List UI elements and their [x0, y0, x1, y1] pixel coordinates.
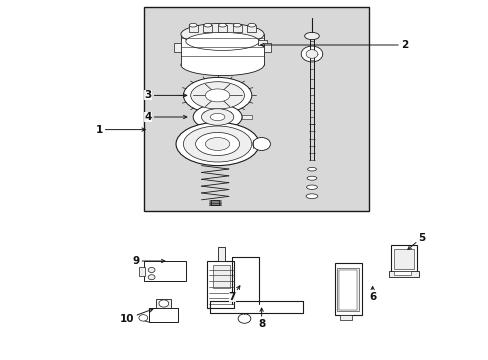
Bar [242, 115, 251, 119]
Text: 3: 3 [144, 90, 186, 100]
Ellipse shape [252, 138, 270, 150]
Bar [247, 25, 256, 32]
Ellipse shape [183, 77, 251, 113]
Ellipse shape [205, 89, 229, 102]
Text: 5: 5 [407, 233, 425, 249]
Bar [337, 268, 359, 311]
Bar [144, 7, 368, 211]
Ellipse shape [193, 104, 242, 130]
Bar [203, 25, 212, 32]
Bar [217, 247, 225, 261]
Ellipse shape [238, 314, 250, 323]
Bar [211, 200, 219, 205]
Bar [232, 25, 241, 32]
Ellipse shape [307, 167, 316, 171]
Ellipse shape [304, 32, 319, 40]
Bar [218, 25, 226, 32]
Ellipse shape [183, 126, 251, 162]
Bar [257, 40, 267, 45]
Bar [212, 265, 230, 288]
Ellipse shape [159, 300, 168, 307]
Bar [206, 261, 233, 308]
Ellipse shape [305, 50, 317, 58]
Ellipse shape [306, 176, 316, 180]
Bar [393, 271, 410, 275]
Ellipse shape [185, 32, 259, 50]
Bar [144, 261, 185, 281]
Text: 4: 4 [144, 112, 186, 122]
Ellipse shape [181, 54, 264, 76]
Text: 6: 6 [368, 287, 375, 302]
Ellipse shape [181, 23, 264, 45]
Ellipse shape [305, 194, 317, 199]
Ellipse shape [201, 109, 233, 125]
Bar [139, 267, 145, 276]
Bar [339, 315, 351, 320]
Bar [188, 25, 197, 32]
Ellipse shape [233, 23, 241, 27]
Ellipse shape [218, 23, 226, 27]
Ellipse shape [190, 82, 244, 109]
Bar [173, 43, 181, 52]
Ellipse shape [176, 122, 259, 166]
Bar [388, 271, 418, 277]
Bar [334, 263, 361, 315]
Text: 8: 8 [258, 308, 264, 329]
Ellipse shape [203, 23, 211, 27]
Text: 7: 7 [228, 286, 240, 302]
Bar [390, 245, 416, 272]
Bar [264, 43, 271, 52]
Bar [149, 308, 178, 322]
Text: 9: 9 [132, 256, 164, 266]
Bar [393, 249, 413, 269]
Ellipse shape [301, 46, 322, 62]
Text: 10: 10 [120, 309, 153, 324]
Ellipse shape [210, 113, 224, 121]
Ellipse shape [148, 275, 155, 280]
Text: 1: 1 [95, 125, 145, 135]
Ellipse shape [148, 267, 155, 273]
Ellipse shape [247, 23, 255, 27]
Ellipse shape [139, 315, 147, 321]
Bar [181, 34, 264, 65]
Ellipse shape [306, 185, 317, 189]
Bar [156, 299, 171, 308]
Bar [338, 270, 357, 310]
Ellipse shape [189, 23, 197, 27]
Text: 2: 2 [260, 40, 407, 50]
Ellipse shape [195, 132, 239, 156]
Ellipse shape [205, 138, 229, 150]
